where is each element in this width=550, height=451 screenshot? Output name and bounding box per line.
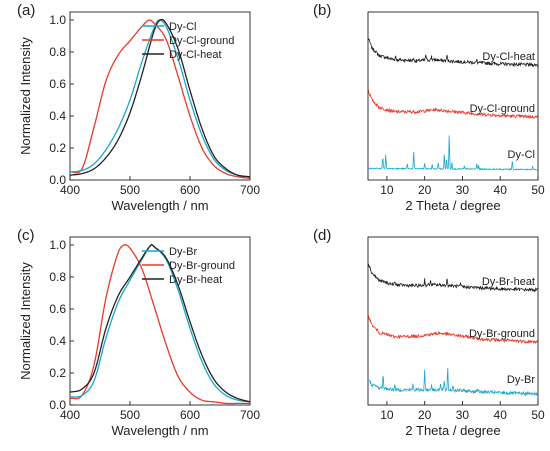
panel-d-trace-Dy-Br-ground — [367, 313, 539, 345]
panel-a-xtick-label: 400 — [60, 183, 80, 197]
panel-c-ytick-label: 0.4 — [49, 334, 66, 348]
panel-a-series-Dy-Cl-heat — [69, 18, 251, 178]
panel-c-series-Dy-Br-ground — [69, 244, 250, 405]
panel-d-trace-label: Dy-Br — [507, 374, 535, 386]
panel-b-xtick-label: 20 — [418, 183, 432, 197]
panel-c-legend-label: Dy-Br — [169, 246, 197, 258]
panel-c-ytick-label: 0.8 — [49, 270, 66, 284]
panel-c-ytick-label: 0.2 — [49, 366, 66, 380]
panel-d-xtick-label: 50 — [531, 408, 545, 422]
panel-a-legend-label: Dy-Cl-ground — [169, 35, 234, 47]
panel-a-ylabel: Normalized Intensity — [18, 37, 33, 155]
panel-b-trace-label: Dy-Cl — [508, 149, 536, 161]
panel-a-ytick-label: 0.0 — [49, 173, 66, 187]
panel-c-xtick-label: 700 — [240, 408, 260, 422]
panel-a-ytick-label: 0.4 — [49, 109, 66, 123]
panel-b-trace-Dy-Cl-heat — [367, 37, 539, 68]
panel-c-panel-label: (c) — [17, 227, 35, 244]
panel-d-frame — [367, 236, 539, 406]
panel-a-ytick-label: 1.0 — [49, 13, 66, 27]
panel-a-xtick-label: 700 — [240, 183, 260, 197]
panel-a-xtick-label: 600 — [180, 183, 200, 197]
panel-c: 0.0 0.2 0.4 0.6 0.8 1.0 400 500 600 700 Wavelength… — [17, 227, 260, 438]
panel-d-xtick-label: 30 — [456, 408, 470, 422]
panel-c-xtick-label: 400 — [60, 408, 80, 422]
panel-c-ylabel: Normalized Intensity — [18, 262, 33, 380]
panel-c-xlabel: Wavelength / nm — [111, 423, 208, 438]
panel-c-legend-label: Dy-Br-ground — [169, 260, 235, 272]
panel-c-xtick-label: 500 — [120, 408, 140, 422]
panel-b-xtick-label: 10 — [380, 183, 394, 197]
panel-b: 10 20 30 40 50 2 Theta / degree Dy-Cl-heat Dy-C… — [313, 2, 545, 213]
panel-b-trace-Dy-Cl — [367, 135, 539, 171]
panel-b-xtick-label: 50 — [531, 183, 545, 197]
panel-d-trace-Dy-Br — [367, 368, 539, 397]
panel-d-xtick-label: 10 — [380, 408, 394, 422]
panel-d-xtick-label: 20 — [418, 408, 432, 422]
panel-a-panel-label: (a) — [17, 2, 35, 19]
panel-b-panel-label: (b) — [313, 2, 331, 19]
panel-c-xtick-label: 600 — [180, 408, 200, 422]
panel-a-legend-label: Dy-Cl — [169, 21, 197, 33]
panel-d: 10 20 30 40 50 2 Theta / degree Dy-Br-heat Dy-B… — [313, 227, 545, 438]
panel-d-xlabel: 2 Theta / degree — [405, 423, 500, 438]
panel-b-trace-label: Dy-Cl-heat — [482, 51, 535, 63]
panel-c-ytick-label: 1.0 — [49, 238, 66, 252]
panel-a-ytick-label: 0.6 — [49, 77, 66, 91]
panel-a-series-Dy-Cl-ground — [69, 19, 251, 180]
panel-c-legend-label: Dy-Br-heat — [169, 274, 222, 286]
panel-b-trace-Dy-Cl-ground — [367, 89, 539, 119]
panel-c-frame — [69, 236, 251, 406]
panel-c-ytick-label: 0.0 — [49, 398, 66, 412]
panel-a-frame — [69, 11, 251, 181]
panel-b-xlabel: 2 Theta / degree — [405, 198, 500, 213]
panel-c-ytick-label: 0.6 — [49, 302, 66, 316]
panel-d-trace-Dy-Br-heat — [367, 263, 539, 293]
panel-d-panel-label: (d) — [313, 227, 331, 244]
panel-d-trace-label: Dy-Br-ground — [469, 328, 535, 340]
panel-d-xtick-label: 40 — [494, 408, 508, 422]
panel-b-trace-label: Dy-Cl-ground — [470, 103, 535, 115]
panel-b-frame — [367, 11, 539, 181]
panel-a-ytick-label: 0.8 — [49, 45, 66, 59]
panel-a-xtick-label: 500 — [120, 183, 140, 197]
panel-a: 0.0 0.2 0.4 0.6 0.8 1.0 400 500 600 700 Wavelength… — [17, 2, 260, 213]
panel-a-legend-label: Dy-Cl-heat — [169, 49, 222, 61]
panel-a-ytick-label: 0.2 — [49, 141, 66, 155]
panel-d-trace-label: Dy-Br-heat — [482, 276, 535, 288]
panel-b-xtick-label: 40 — [494, 183, 508, 197]
panel-b-xtick-label: 30 — [456, 183, 470, 197]
panel-a-xlabel: Wavelength / nm — [111, 198, 208, 213]
